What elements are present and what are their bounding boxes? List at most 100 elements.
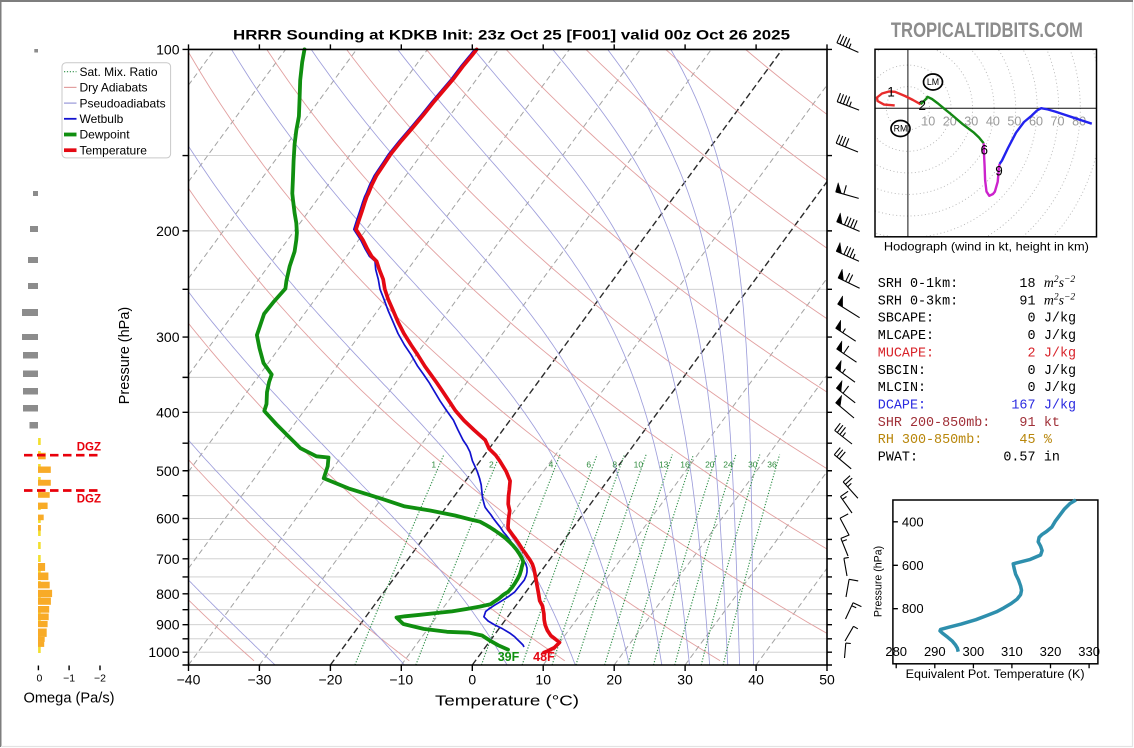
svg-text:J/kg: J/kg: [1044, 398, 1076, 413]
svg-text:2: 2: [1027, 346, 1035, 361]
svg-text:%: %: [1044, 433, 1053, 448]
svg-text:20: 20: [943, 115, 957, 129]
svg-text:900: 900: [156, 617, 180, 633]
svg-text:m2s−2: m2s−2: [1044, 292, 1076, 307]
svg-text:300: 300: [963, 644, 985, 659]
svg-text:280: 280: [885, 644, 907, 659]
svg-text:−10: −10: [389, 671, 413, 687]
svg-text:Omega (Pa/s): Omega (Pa/s): [24, 691, 115, 707]
svg-text:330: 330: [1078, 644, 1100, 659]
svg-text:400: 400: [156, 404, 180, 420]
svg-text:0: 0: [1027, 312, 1035, 327]
svg-text:J/kg: J/kg: [1044, 312, 1076, 327]
svg-text:in: in: [1044, 451, 1060, 466]
svg-text:30: 30: [677, 671, 693, 687]
svg-text:700: 700: [156, 551, 180, 567]
svg-text:310: 310: [1001, 644, 1023, 659]
svg-text:2: 2: [919, 98, 927, 113]
svg-text:0: 0: [1027, 329, 1035, 344]
svg-text:10: 10: [921, 115, 935, 129]
svg-text:LM: LM: [927, 77, 939, 87]
svg-text:6: 6: [586, 460, 591, 470]
svg-text:10: 10: [634, 460, 644, 470]
svg-text:TROPICALTIDBITS.COM: TROPICALTIDBITS.COM: [891, 19, 1083, 42]
svg-text:SRH 0-3km:: SRH 0-3km:: [878, 294, 958, 309]
svg-text:Pressure (hPa): Pressure (hPa): [117, 307, 133, 405]
svg-text:1000: 1000: [148, 644, 179, 660]
svg-text:Dry Adiabats: Dry Adiabats: [80, 81, 148, 95]
svg-text:Hodograph (wind in kt, height: Hodograph (wind in kt, height in km): [884, 240, 1089, 254]
svg-text:800: 800: [156, 586, 180, 602]
svg-text:J/kg: J/kg: [1044, 364, 1076, 379]
svg-text:SBCIN:: SBCIN:: [878, 364, 926, 379]
svg-text:0: 0: [1027, 381, 1035, 396]
svg-text:20: 20: [606, 671, 622, 687]
svg-text:Temperature: Temperature: [80, 143, 148, 157]
svg-text:30: 30: [964, 115, 978, 129]
svg-text:18: 18: [1019, 277, 1035, 292]
svg-text:Dewpoint: Dewpoint: [80, 128, 131, 142]
svg-text:−40: −40: [177, 671, 201, 687]
svg-text:13: 13: [659, 460, 669, 470]
svg-text:J/kg: J/kg: [1044, 346, 1076, 361]
svg-text:HRRR Sounding at KDKB Init: 23: HRRR Sounding at KDKB Init: 23z Oct 25 […: [233, 27, 790, 42]
svg-text:0: 0: [36, 673, 42, 685]
svg-text:Temperature (°C): Temperature (°C): [435, 694, 579, 710]
svg-text:91: 91: [1019, 416, 1035, 431]
svg-text:J/kg: J/kg: [1044, 329, 1076, 344]
svg-text:4: 4: [549, 460, 554, 470]
svg-text:−2: −2: [94, 673, 106, 685]
svg-text:PWAT:: PWAT:: [878, 451, 918, 466]
svg-text:167: 167: [1011, 398, 1035, 413]
svg-text:200: 200: [156, 223, 180, 239]
svg-text:40: 40: [986, 115, 1000, 129]
svg-text:50: 50: [1007, 115, 1021, 129]
svg-text:91: 91: [1019, 294, 1035, 309]
svg-text:300: 300: [156, 329, 180, 345]
svg-text:1: 1: [887, 85, 895, 100]
svg-text:DCAPE:: DCAPE:: [878, 398, 926, 413]
svg-text:10: 10: [535, 671, 551, 687]
svg-text:SHR 200-850mb:: SHR 200-850mb:: [878, 416, 991, 431]
svg-text:J/kg: J/kg: [1044, 381, 1076, 396]
svg-text:40: 40: [748, 671, 764, 687]
svg-text:45: 45: [1019, 433, 1035, 448]
svg-text:600: 600: [156, 511, 180, 527]
svg-text:20: 20: [705, 460, 715, 470]
svg-text:RH 300-850mb:: RH 300-850mb:: [878, 433, 982, 448]
svg-text:Pseudoadiabats: Pseudoadiabats: [80, 96, 166, 110]
svg-text:290: 290: [924, 644, 946, 659]
svg-text:24: 24: [723, 460, 733, 470]
svg-text:Sat. Mix. Ratio: Sat. Mix. Ratio: [80, 65, 158, 79]
svg-text:6: 6: [981, 143, 989, 158]
svg-text:100: 100: [156, 41, 180, 57]
svg-text:800: 800: [902, 601, 924, 616]
svg-text:−1: −1: [63, 673, 75, 685]
svg-text:MLCIN:: MLCIN:: [878, 381, 926, 396]
svg-text:DGZ: DGZ: [77, 442, 101, 454]
svg-text:−30: −30: [248, 671, 272, 687]
svg-text:DGZ: DGZ: [77, 493, 101, 505]
svg-text:SBCAPE:: SBCAPE:: [878, 312, 934, 327]
svg-text:36: 36: [767, 460, 777, 470]
svg-text:30: 30: [748, 460, 758, 470]
svg-text:0: 0: [468, 671, 476, 687]
svg-text:1: 1: [431, 460, 436, 470]
svg-text:500: 500: [156, 463, 180, 479]
svg-text:MLCAPE:: MLCAPE:: [878, 329, 934, 344]
svg-text:48F: 48F: [533, 650, 555, 664]
svg-text:−20: −20: [319, 671, 343, 687]
svg-text:400: 400: [902, 514, 924, 529]
svg-text:SRH 0-1km:: SRH 0-1km:: [878, 277, 958, 292]
svg-text:16: 16: [680, 460, 690, 470]
svg-text:320: 320: [1040, 644, 1062, 659]
svg-text:60: 60: [1029, 115, 1043, 129]
svg-text:0.57: 0.57: [1003, 451, 1035, 466]
svg-text:RM: RM: [894, 124, 908, 134]
svg-text:70: 70: [1050, 115, 1064, 129]
svg-text:50: 50: [819, 671, 835, 687]
svg-text:Equivalent Pot. Temperature (K: Equivalent Pot. Temperature (K): [906, 669, 1085, 681]
svg-text:600: 600: [902, 558, 924, 573]
svg-text:MUCAPE:: MUCAPE:: [878, 346, 934, 361]
svg-text:39F: 39F: [498, 650, 520, 664]
